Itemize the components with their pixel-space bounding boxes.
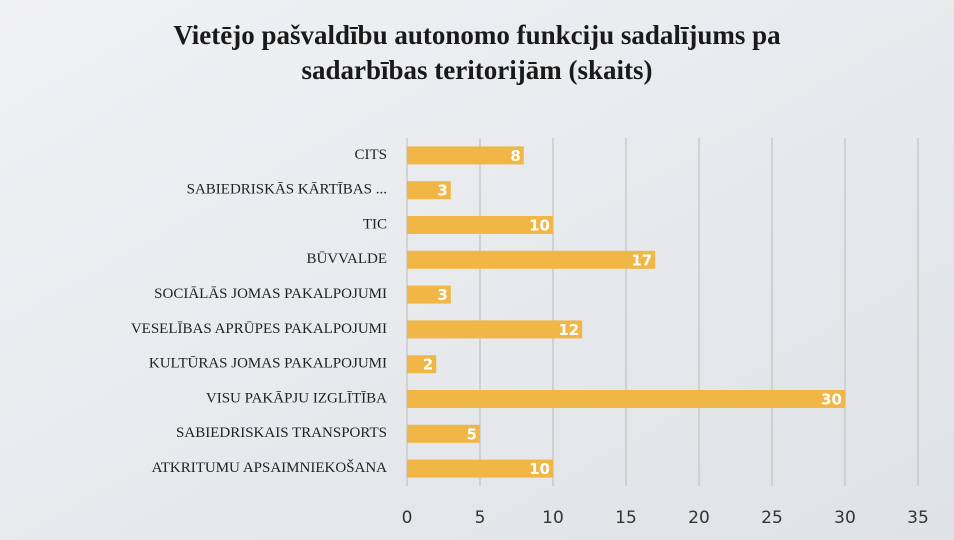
y-tick-label: SOCIĀLĀS JOMAS PAKALPOJUMI	[154, 286, 387, 302]
y-tick-label: VESELĪBAS APRŪPES PAKALPOJUMI	[131, 321, 387, 337]
value-label: 30	[821, 391, 842, 409]
y-tick-label: TIC	[363, 216, 387, 232]
value-label: 3	[437, 182, 447, 200]
value-label: 3	[437, 286, 447, 304]
x-tick-label: 10	[542, 508, 564, 528]
value-label: 10	[529, 217, 550, 235]
y-tick-label: ATKRITUMU APSAIMNIEKOŠANA	[152, 459, 388, 476]
value-label: 17	[631, 251, 652, 269]
bar	[407, 459, 553, 478]
value-label: 5	[467, 425, 477, 443]
y-tick-label: KULTŪRAS JOMAS PAKALPOJUMI	[149, 356, 387, 372]
value-label: 10	[529, 460, 550, 478]
y-tick-label: BŪVVALDE	[306, 251, 387, 267]
value-label: 2	[423, 356, 433, 374]
x-tick-label: 25	[761, 508, 783, 528]
bar	[407, 181, 451, 200]
bar	[407, 355, 437, 374]
x-tick-label: 0	[402, 508, 413, 528]
y-tick-label: SABIEDRISKAIS TRANSPORTS	[176, 425, 387, 441]
value-label: 8	[510, 147, 520, 165]
chart-title: sadarbības teritorijām (skaits)	[302, 55, 653, 85]
x-tick-label: 5	[475, 508, 486, 528]
bar	[407, 216, 553, 234]
bar	[407, 250, 656, 269]
bar	[407, 320, 583, 339]
chart-title: Vietējo pašvaldību autonomo funkciju sad…	[173, 20, 781, 50]
bar	[407, 146, 524, 165]
bar	[407, 424, 480, 443]
bar	[407, 390, 845, 408]
value-label: 12	[558, 321, 579, 339]
x-tick-label: 20	[688, 508, 710, 528]
x-tick-label: 15	[615, 508, 637, 528]
y-tick-label: VISU PAKĀPJU IZGLĪTĪBA	[206, 390, 387, 406]
bar	[407, 285, 451, 304]
x-tick-label: 30	[834, 508, 856, 528]
x-tick-label: 35	[907, 508, 929, 528]
y-tick-label: SABIEDRISKĀS KĀRTĪBAS ...	[187, 182, 387, 198]
y-tick-label: CITS	[354, 147, 387, 163]
